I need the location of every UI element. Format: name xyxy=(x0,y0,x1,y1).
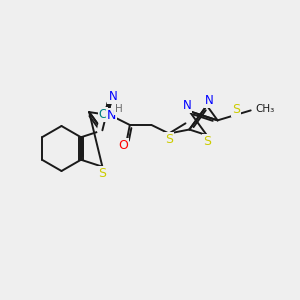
Text: N: N xyxy=(183,99,191,112)
Text: N: N xyxy=(205,94,214,106)
Text: S: S xyxy=(165,133,173,146)
Text: H: H xyxy=(115,104,122,114)
Text: N: N xyxy=(108,90,117,103)
Text: S: S xyxy=(98,167,106,180)
Text: S: S xyxy=(232,103,240,116)
Text: C: C xyxy=(99,108,107,121)
Text: O: O xyxy=(118,140,128,152)
Text: N: N xyxy=(107,109,116,122)
Text: S: S xyxy=(203,135,211,148)
Text: CH₃: CH₃ xyxy=(255,104,274,114)
